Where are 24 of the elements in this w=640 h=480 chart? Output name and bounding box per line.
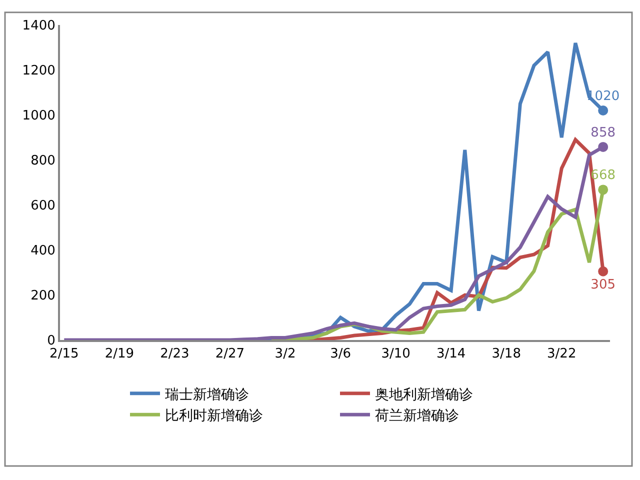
- legend-label: 比利时新增确诊: [165, 408, 263, 424]
- y-tick-label: 1200: [22, 64, 56, 79]
- y-tick-label: 0: [47, 334, 56, 349]
- legend-label: 荷兰新增确诊: [375, 408, 459, 424]
- x-tick-label: 2/19: [104, 346, 134, 362]
- y-tick-label: 800: [30, 154, 56, 169]
- x-tick-label: 3/22: [547, 346, 576, 362]
- legend-label: 奥地利新增确诊: [375, 386, 473, 403]
- x-tick-label: 2/23: [160, 346, 190, 362]
- x-tick-label: 3/18: [492, 346, 521, 362]
- y-tick-label: 400: [30, 244, 56, 259]
- legend-label: 瑞士新增确诊: [165, 386, 249, 403]
- y-tick-label: 600: [30, 198, 56, 214]
- x-tick-label: 3/2: [274, 346, 296, 362]
- data-label: 858: [590, 125, 616, 140]
- y-tick-label: 1400: [22, 18, 56, 34]
- y-tick-label: 200: [30, 288, 56, 304]
- y-tick-label: 1000: [22, 108, 56, 124]
- x-tick-label: 2/27: [215, 346, 245, 362]
- x-tick-label: 3/14: [436, 346, 466, 362]
- x-tick-label: 2/15: [50, 346, 79, 362]
- data-label: 305: [590, 277, 616, 292]
- x-tick-label: 3/10: [381, 346, 410, 362]
- x-tick-label: 3/6: [330, 346, 351, 362]
